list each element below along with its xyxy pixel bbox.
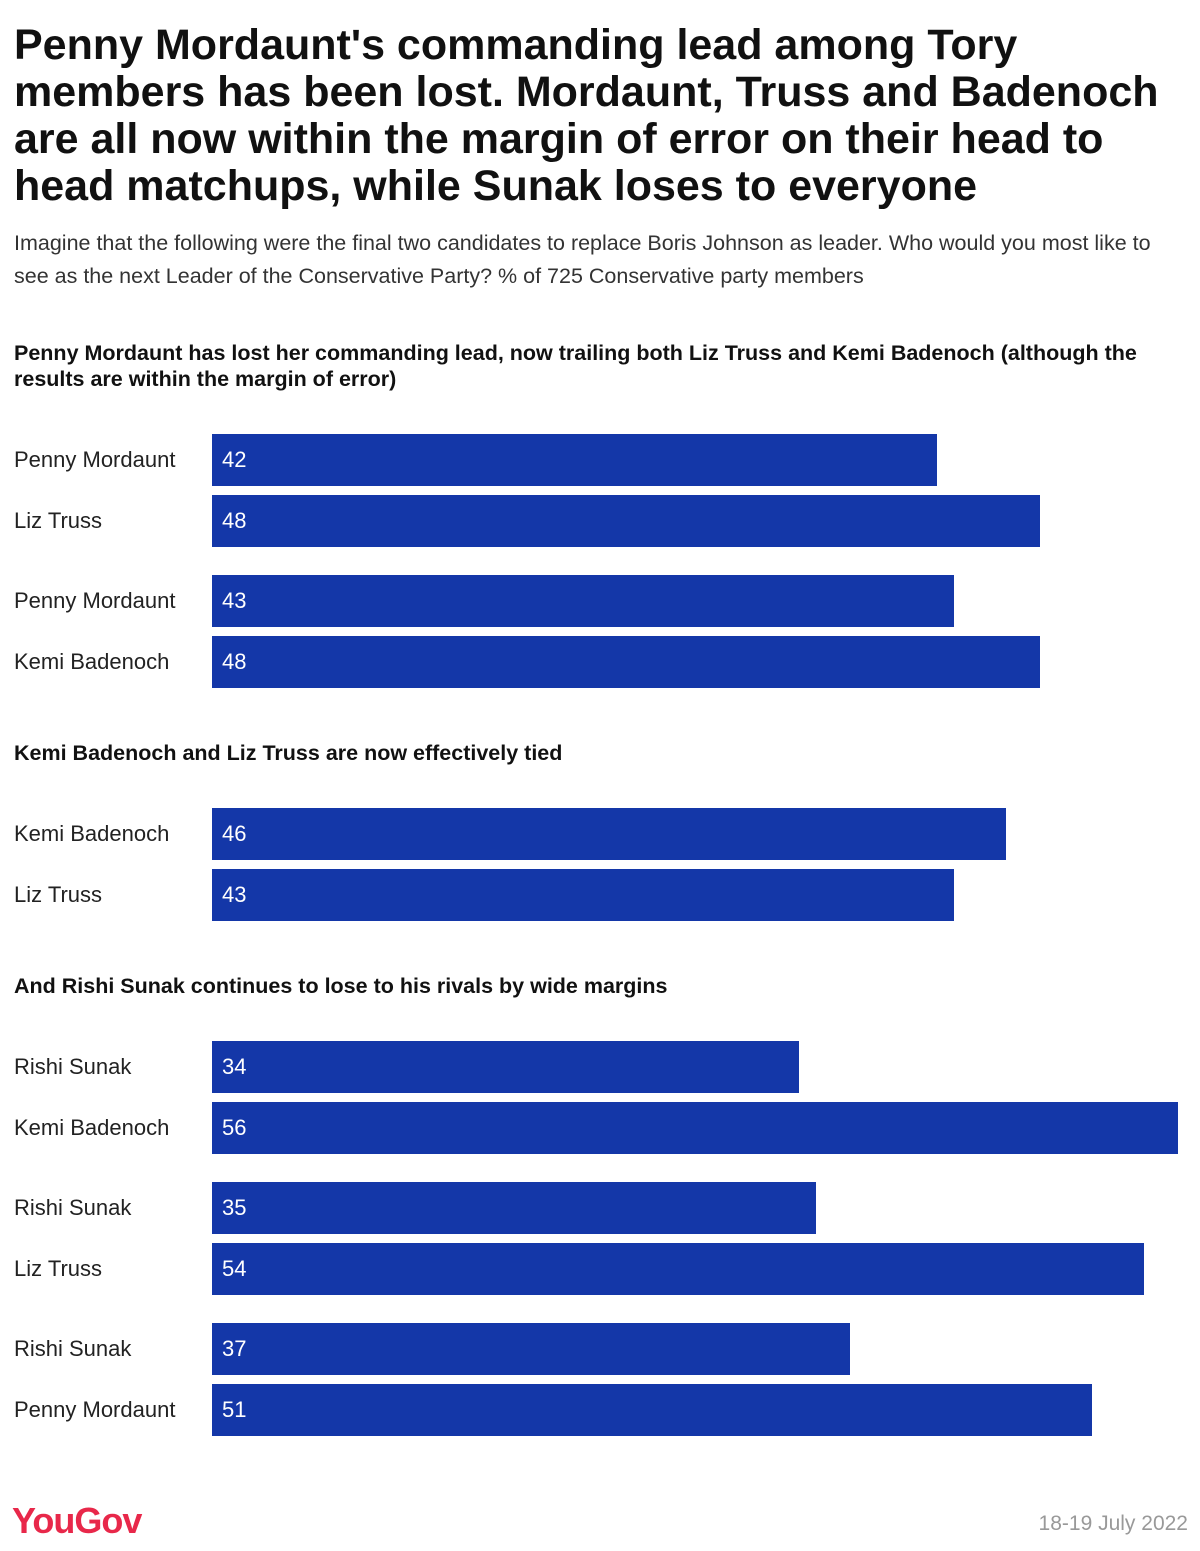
bar: 48 xyxy=(212,636,1040,688)
candidate-label: Rishi Sunak xyxy=(14,1054,132,1079)
bar: 35 xyxy=(212,1182,816,1234)
bar-value-label: 54 xyxy=(222,1256,247,1281)
bar-value-label: 51 xyxy=(222,1397,247,1422)
bar-value-label: 56 xyxy=(222,1115,247,1140)
bar-value-label: 35 xyxy=(222,1195,247,1220)
bar: 46 xyxy=(212,808,1006,860)
section-title: And Rishi Sunak continues to lose to his… xyxy=(14,974,668,998)
candidate-label: Kemi Badenoch xyxy=(14,649,170,674)
candidate-label: Liz Truss xyxy=(14,1256,103,1281)
yougov-logo: YouGov xyxy=(12,1500,142,1541)
bar-value-label: 42 xyxy=(222,447,247,472)
bar: 51 xyxy=(212,1384,1092,1436)
candidate-label: Kemi Badenoch xyxy=(14,821,170,846)
bar: 48 xyxy=(212,495,1040,547)
candidate-label: Penny Mordaunt xyxy=(14,447,176,472)
bar: 43 xyxy=(212,869,954,921)
candidate-label: Kemi Badenoch xyxy=(14,1115,170,1140)
bar: 54 xyxy=(212,1243,1144,1295)
candidate-label: Rishi Sunak xyxy=(14,1195,132,1220)
candidate-label: Liz Truss xyxy=(14,882,103,907)
candidate-label: Penny Mordaunt xyxy=(14,1397,176,1422)
bar: 56 xyxy=(212,1102,1178,1154)
candidate-label: Rishi Sunak xyxy=(14,1336,132,1361)
bar-value-label: 48 xyxy=(222,649,247,674)
section-title: Penny Mordaunt has lost her commanding l… xyxy=(14,341,1137,391)
bar: 43 xyxy=(212,575,954,627)
bar-value-label: 46 xyxy=(222,821,247,846)
bar: 42 xyxy=(212,434,937,486)
bar-value-label: 34 xyxy=(222,1054,247,1079)
bar: 34 xyxy=(212,1041,799,1093)
chart-subtitle: Imagine that the following were the fina… xyxy=(14,231,1151,288)
bar-value-label: 37 xyxy=(222,1336,247,1361)
bar-value-label: 43 xyxy=(222,882,247,907)
bar: 37 xyxy=(212,1323,850,1375)
candidate-label: Penny Mordaunt xyxy=(14,588,176,613)
survey-date: 18-19 July 2022 xyxy=(1038,1512,1188,1535)
bar-value-label: 43 xyxy=(222,588,247,613)
candidate-label: Liz Truss xyxy=(14,508,103,533)
bar-value-label: 48 xyxy=(222,508,247,533)
chart-title: Penny Mordaunt's commanding lead among T… xyxy=(14,21,1159,210)
section-title: Kemi Badenoch and Liz Truss are now effe… xyxy=(14,741,563,765)
